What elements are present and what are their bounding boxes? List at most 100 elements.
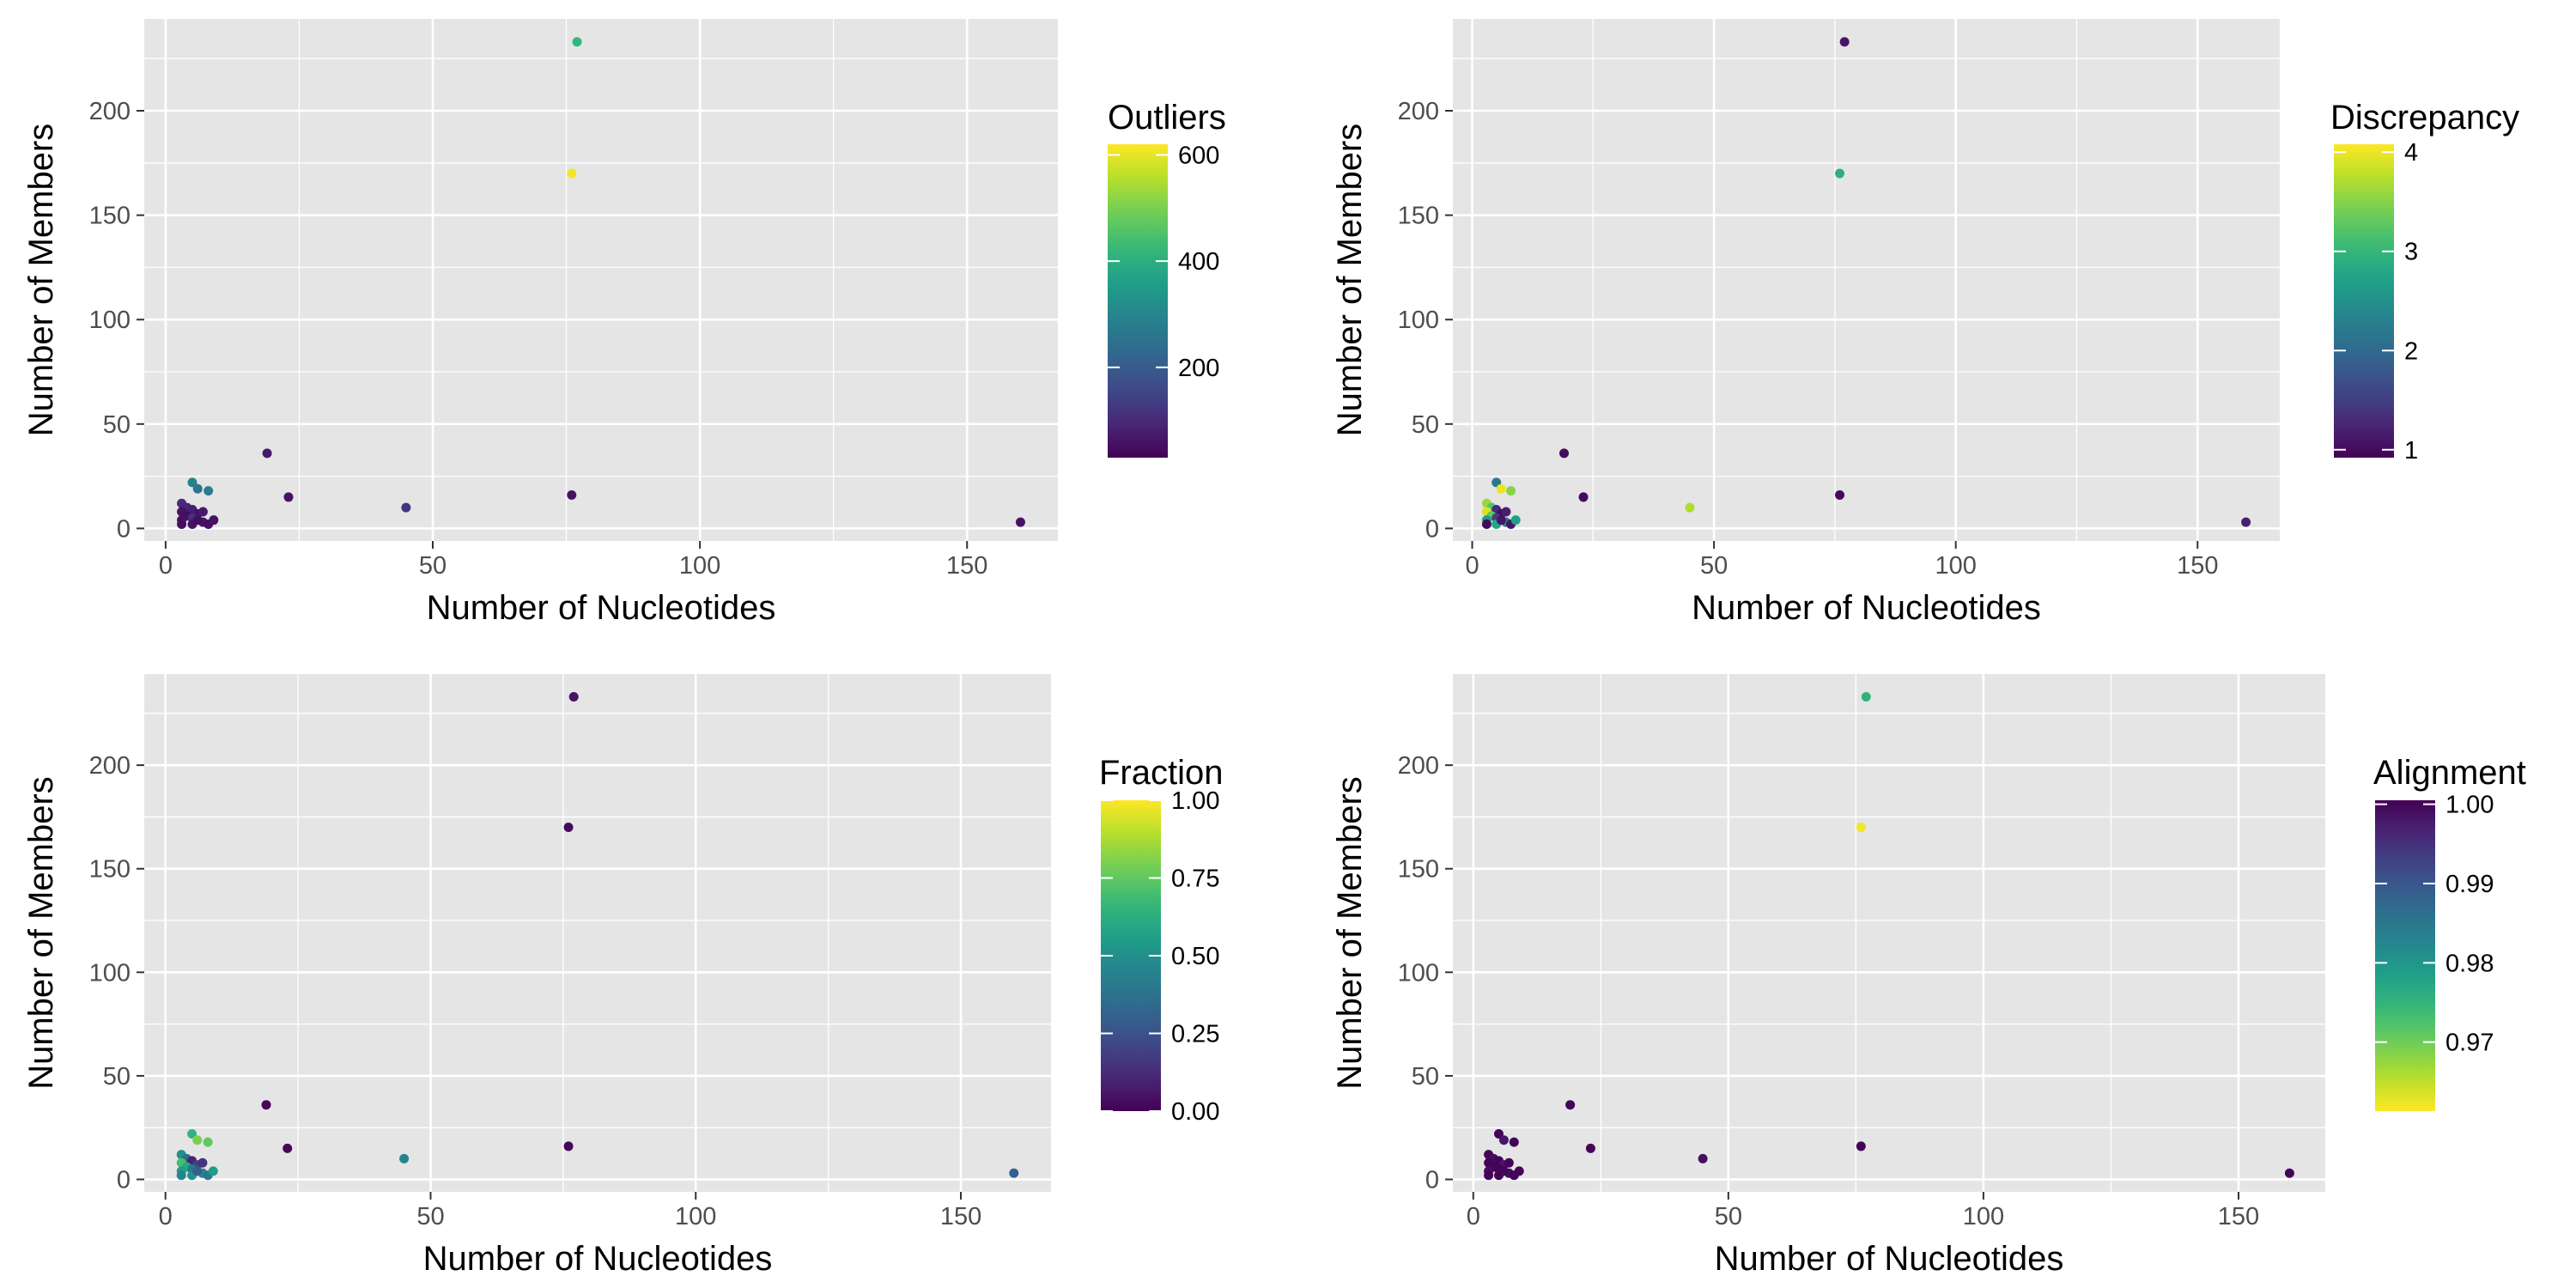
- y-tick-label: 200: [89, 98, 131, 125]
- data-point: [1484, 1170, 1494, 1181]
- data-point: [563, 1141, 574, 1151]
- legend-title: Outliers: [1108, 99, 1226, 137]
- y-axis-title: Number of Members: [22, 776, 60, 1090]
- data-point: [1496, 483, 1506, 494]
- plot-area: [144, 674, 1051, 1192]
- colorbar-label: 0.98: [2445, 950, 2494, 977]
- legend-title: Discrepancy: [2330, 99, 2519, 137]
- colorbar-label: 0.99: [2445, 871, 2494, 898]
- data-point: [176, 1170, 186, 1181]
- x-tick-label: 50: [416, 1203, 444, 1230]
- y-axis-title: Number of Members: [22, 124, 60, 437]
- colorbar: [2334, 144, 2394, 458]
- data-point: [1504, 1157, 1514, 1168]
- x-tick-label: 100: [1935, 552, 1976, 580]
- chart-panel-1: 0 50 100 150 0 50 100 150 200 Number of Nucleotid…: [22, 19, 1226, 627]
- y-tick-label: 0: [1425, 1167, 1439, 1194]
- data-point: [2284, 1168, 2294, 1178]
- data-point: [568, 692, 579, 702]
- x-axis-title: Number of Nucleotides: [1692, 589, 2041, 627]
- x-tick-label: 100: [679, 552, 720, 580]
- data-point: [204, 486, 214, 496]
- colorbar-label: 0.25: [1171, 1021, 1219, 1048]
- data-point: [1861, 692, 1871, 702]
- y-tick-label: 100: [1398, 959, 1439, 987]
- data-point: [1481, 519, 1492, 530]
- x-tick-label: 150: [946, 552, 987, 580]
- plot-area: [1453, 19, 2280, 541]
- colorbar: [2375, 800, 2435, 1111]
- data-point: [1565, 1100, 1576, 1110]
- legend-title: Fraction: [1099, 754, 1224, 792]
- data-point: [1015, 517, 1025, 527]
- y-tick-label: 0: [117, 515, 131, 543]
- colorbar-label: 400: [1178, 248, 1219, 276]
- data-point: [1856, 822, 1866, 832]
- data-point: [1493, 1128, 1504, 1139]
- colorbar-label: 0.75: [1171, 866, 1219, 893]
- data-point: [197, 507, 208, 517]
- data-point: [1839, 37, 1850, 47]
- data-point: [1514, 1166, 1524, 1176]
- data-point: [1498, 1166, 1509, 1176]
- colorbar-label: 2: [2404, 337, 2418, 365]
- y-tick-label: 100: [89, 307, 131, 334]
- plot-area: [1453, 674, 2325, 1192]
- x-tick-label: 0: [159, 1203, 173, 1230]
- y-tick-label: 50: [1412, 1063, 1439, 1091]
- y-tick-label: 200: [1398, 752, 1439, 780]
- colorbar: [1108, 144, 1168, 458]
- data-point: [1856, 1141, 1866, 1151]
- data-point: [1835, 489, 1845, 500]
- data-point: [187, 477, 197, 488]
- chart-panel-2: 0 50 100 150 0 50 100 150 200 Number of Nucleotid…: [1331, 19, 2519, 627]
- data-point: [1578, 492, 1589, 502]
- colorbar-label: 200: [1178, 355, 1219, 382]
- x-tick-label: 150: [2218, 1203, 2259, 1230]
- data-point: [283, 1143, 293, 1153]
- x-tick-label: 0: [159, 552, 173, 580]
- data-point: [261, 1100, 271, 1110]
- data-point: [192, 515, 203, 526]
- data-point: [177, 519, 187, 530]
- data-point: [567, 168, 577, 179]
- x-axis-title: Number of Nucleotides: [427, 589, 776, 627]
- x-tick-label: 150: [940, 1203, 981, 1230]
- data-point: [1009, 1168, 1019, 1178]
- y-tick-label: 50: [103, 1063, 131, 1091]
- data-point: [192, 1166, 203, 1176]
- data-point: [187, 1128, 197, 1139]
- colorbar-label: 1.00: [1171, 787, 1219, 815]
- colorbar-label: 3: [2404, 239, 2418, 266]
- x-tick-label: 150: [2177, 552, 2218, 580]
- x-tick-label: 50: [419, 552, 447, 580]
- data-point: [208, 1166, 218, 1176]
- data-point: [1698, 1153, 1708, 1163]
- data-point: [192, 483, 203, 494]
- colorbar-label: 0.50: [1171, 943, 1219, 970]
- data-point: [1509, 1137, 1519, 1147]
- colorbar-label: 1.00: [2445, 792, 2494, 819]
- data-point: [399, 1153, 410, 1163]
- y-tick-label: 50: [103, 411, 131, 439]
- y-tick-label: 50: [1412, 411, 1439, 439]
- x-tick-label: 100: [675, 1203, 716, 1230]
- legend-title: Alignment: [2373, 754, 2526, 792]
- colorbar-label: 0.97: [2445, 1030, 2494, 1057]
- data-point: [1506, 486, 1516, 496]
- y-axis-title: Number of Members: [1331, 124, 1369, 437]
- colorbar-label: 4: [2404, 139, 2418, 167]
- plot-area: [144, 19, 1058, 541]
- data-point: [192, 1135, 203, 1145]
- y-tick-label: 0: [1425, 515, 1439, 543]
- data-point: [283, 492, 294, 502]
- data-point: [197, 1157, 208, 1168]
- data-point: [401, 502, 411, 513]
- y-tick-label: 100: [1398, 307, 1439, 334]
- y-tick-label: 0: [117, 1167, 131, 1194]
- y-tick-label: 200: [89, 752, 131, 780]
- data-point: [567, 489, 577, 500]
- data-point: [203, 1137, 213, 1147]
- data-point: [1498, 1135, 1509, 1145]
- x-tick-label: 50: [1715, 1203, 1742, 1230]
